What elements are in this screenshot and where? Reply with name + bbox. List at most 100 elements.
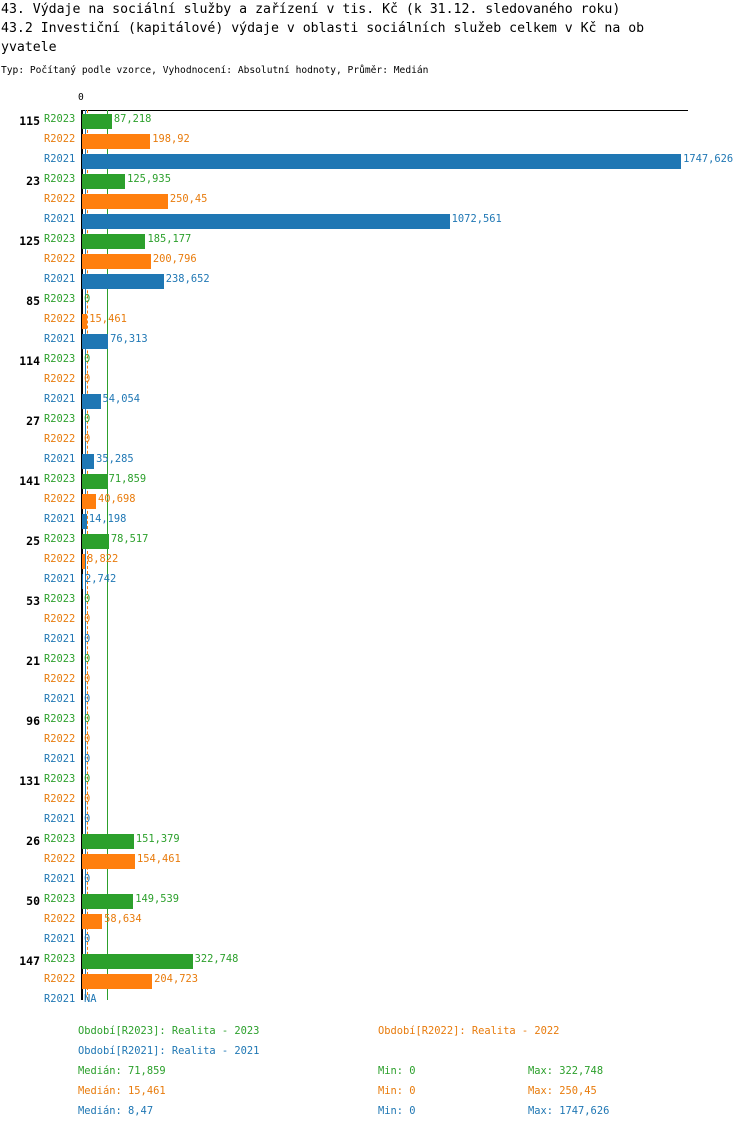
bar-row: R2023 0 (0, 352, 750, 370)
bar-row: R2022 0 (0, 372, 750, 390)
legend-entry: Období[R2022]: Realita - 2022 (378, 1025, 560, 1037)
bar-value-label: 0 (84, 713, 91, 725)
bar-value-label: 0 (84, 933, 91, 945)
bar-row: R2023 87,218 (0, 112, 750, 130)
bar (82, 254, 151, 269)
series-label-r2023: R2023 (44, 953, 76, 965)
bar-row: R2021 0 (0, 632, 750, 650)
series-label-r2021: R2021 (44, 993, 76, 1005)
series-label-r2023: R2023 (44, 353, 76, 365)
bar-row: R2021 2,742 (0, 572, 750, 590)
bar (82, 454, 95, 469)
bar-value-label: 0 (84, 353, 91, 365)
bar-value-label: 0 (84, 413, 91, 425)
bar-value-label: 1072,561 (451, 213, 502, 225)
bar (82, 314, 88, 329)
bar-value-label: 0 (84, 593, 91, 605)
series-label-r2023: R2023 (44, 233, 76, 245)
bar (82, 114, 112, 129)
bar-value-label: 198,92 (152, 133, 190, 145)
bar-row: R2021 35,285 (0, 452, 750, 470)
bar-value-label: 78,517 (110, 533, 149, 545)
bar-row: R2021 0 (0, 872, 750, 890)
bar (82, 574, 83, 589)
group-label: 114 (19, 354, 40, 368)
bar-row: R2021 238,652 (0, 272, 750, 290)
legend-stat-min: Min: 0 (378, 1105, 416, 1117)
bar-value-label: 71,859 (108, 473, 147, 485)
legend-stat-min: Min: 0 (378, 1085, 416, 1097)
group-label: 115 (19, 114, 40, 128)
bar (82, 334, 109, 349)
bar-row: R2022 0 (0, 432, 750, 450)
bar-row: R2023 0 (0, 772, 750, 790)
bar (82, 394, 101, 409)
series-label-r2022: R2022 (44, 193, 76, 205)
series-label-r2022: R2022 (44, 313, 76, 325)
series-label-r2023: R2023 (44, 653, 76, 665)
bar-value-label: 0 (84, 673, 91, 685)
bar-value-label: 58,634 (104, 913, 142, 925)
bar-value-label: 0 (84, 733, 91, 745)
bar-value-label: 1747,626 (683, 153, 734, 165)
bar-value-label: 125,935 (127, 173, 171, 185)
legend-stat-median: Medián: 71,859 (78, 1065, 166, 1077)
bar (82, 894, 134, 909)
bar-value-label: 185,177 (147, 233, 192, 245)
series-label-r2022: R2022 (44, 493, 76, 505)
group-label: 27 (26, 414, 40, 428)
group-label: 125 (19, 234, 40, 248)
bar-row: R2022 0 (0, 792, 750, 810)
bar-row: R2022 0 (0, 732, 750, 750)
series-label-r2021: R2021 (44, 633, 76, 645)
bar-value-label: 0 (84, 693, 91, 705)
series-label-r2021: R2021 (44, 333, 76, 345)
series-label-r2023: R2023 (44, 473, 76, 485)
group-label: 23 (26, 174, 40, 188)
bar (82, 834, 134, 849)
bar-value-label: 0 (84, 773, 91, 785)
series-label-r2022: R2022 (44, 673, 76, 685)
bar-value-label: 14,198 (88, 513, 127, 525)
bar-chart-plot-area: 0 115 R2023 87,218 R2022 198,92 R2021 1747,626… (0, 92, 750, 1005)
series-label-r2023: R2023 (44, 173, 76, 185)
bar (82, 854, 135, 869)
series-label-r2021: R2021 (44, 753, 76, 765)
bar (82, 914, 103, 929)
series-label-r2021: R2021 (44, 153, 76, 165)
bar-row: R2021 0 (0, 812, 750, 830)
series-label-r2023: R2023 (44, 533, 76, 545)
bar-row: R2022 198,92 (0, 132, 750, 150)
median-line-r2022 (87, 110, 89, 1000)
series-label-r2021: R2021 (44, 813, 76, 825)
bar-value-label: 0 (84, 873, 91, 885)
bar-value-label: 40,698 (97, 493, 136, 505)
legend-entry: Období[R2023]: Realita - 2023 (78, 1025, 260, 1037)
bar-value-label: 149,539 (135, 893, 180, 905)
bar-value-label: 15,461 (89, 313, 127, 325)
chart-title-block: 43. Výdaje na sociální služby a zařízení… (0, 0, 750, 57)
legend-stat-max: Max: 1747,626 (528, 1105, 610, 1117)
median-line-r2021 (84, 110, 86, 1000)
title-line-1: 43. Výdaje na sociální služby a zařízení… (1, 2, 621, 17)
bar (82, 134, 151, 149)
series-label-r2022: R2022 (44, 733, 76, 745)
bar-row: R2023 185,177 (0, 232, 750, 250)
bar-value-label: 0 (84, 293, 91, 305)
bar-row: R2022 200,796 (0, 252, 750, 270)
series-label-r2023: R2023 (44, 113, 76, 125)
series-label-r2022: R2022 (44, 613, 76, 625)
bar-value-label: 322,748 (194, 953, 239, 965)
series-label-r2023: R2023 (44, 293, 76, 305)
bar-row: R2022 0 (0, 672, 750, 690)
bar-row: R2021 1747,626 (0, 152, 750, 170)
bar-value-label: 154,461 (136, 853, 181, 865)
bar-row: R2023 78,517 (0, 532, 750, 550)
bar (82, 154, 682, 169)
bar (82, 954, 193, 969)
bar-row: R2023 0 (0, 712, 750, 730)
bar-row: R2022 154,461 (0, 852, 750, 870)
series-label-r2021: R2021 (44, 513, 76, 525)
bar-value-label: 0 (84, 433, 91, 445)
bar-row: R2022 250,45 (0, 192, 750, 210)
